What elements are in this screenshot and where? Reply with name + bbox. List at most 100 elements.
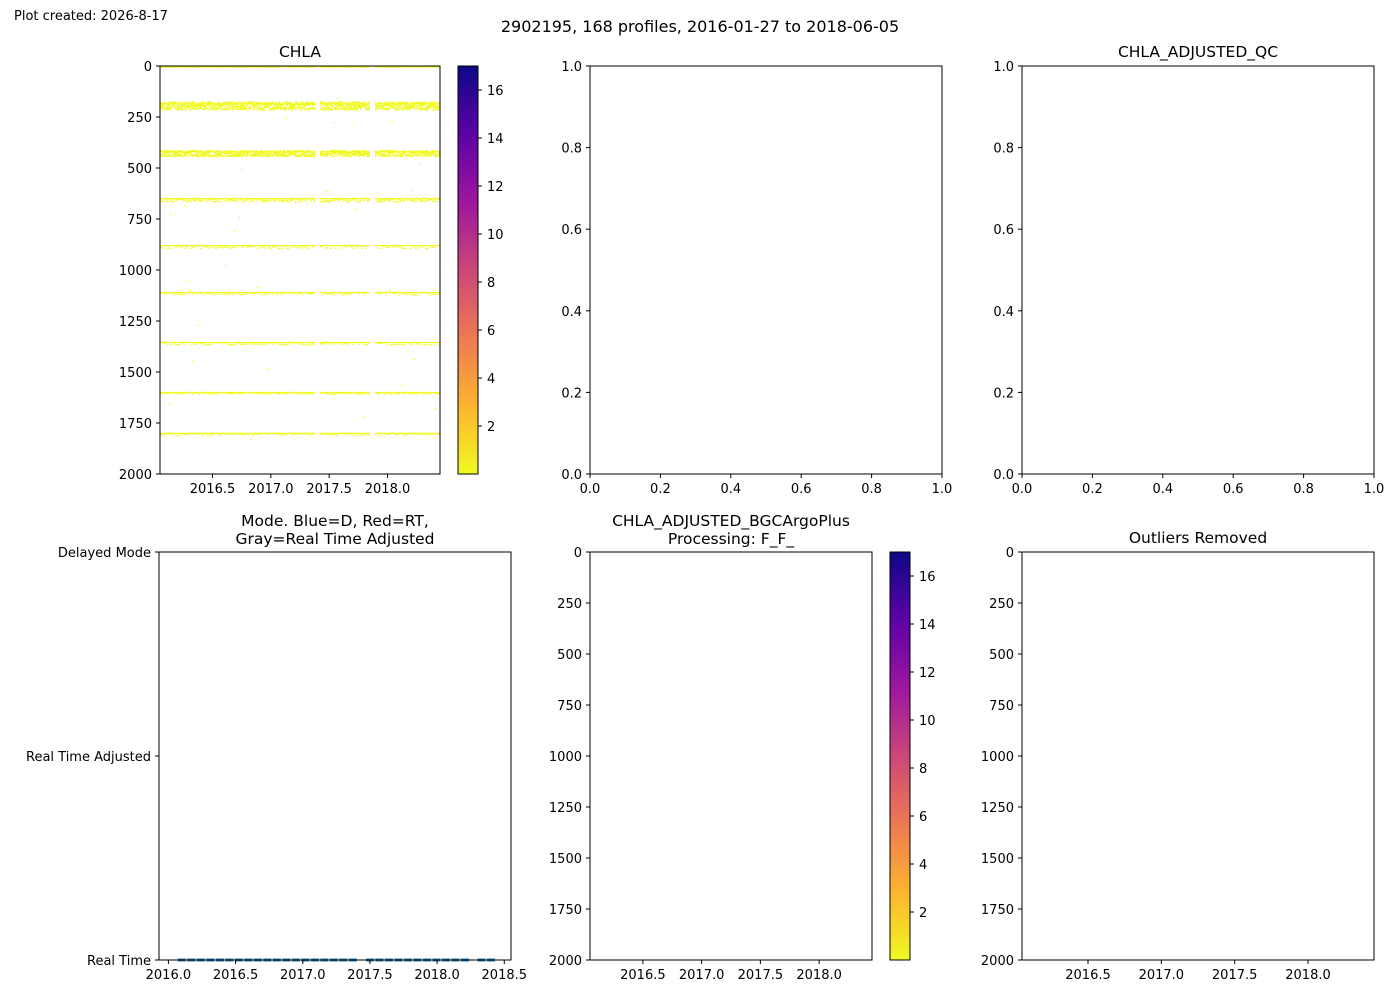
chla-point (323, 392, 325, 394)
chla-point (250, 199, 252, 201)
chla-point (420, 433, 422, 435)
chla-point (331, 150, 334, 153)
chla-point (395, 155, 397, 158)
chla-point (351, 153, 354, 155)
chla-point (251, 393, 254, 395)
chla-point (331, 104, 334, 107)
chla-point (333, 393, 335, 395)
chla-point (205, 155, 207, 157)
chla-point (243, 434, 245, 436)
chla-point (260, 107, 262, 109)
colorbar-tick-label: 14 (487, 132, 504, 147)
chla-point (205, 106, 207, 108)
chla-point (166, 432, 169, 435)
chla-point (258, 198, 260, 200)
chla-point (168, 432, 170, 434)
chla-point (413, 151, 415, 154)
chla-point (266, 151, 269, 153)
chla-point (375, 342, 377, 344)
chla-point (260, 104, 262, 107)
chla-point (365, 344, 367, 346)
colorbar-tick-label: 12 (919, 666, 936, 681)
chla-point (181, 342, 184, 345)
chla-point (353, 106, 355, 108)
chla-point (306, 150, 309, 152)
chla-point (298, 103, 300, 105)
chla-point (258, 152, 260, 155)
chla-point (215, 200, 217, 203)
chla-point (331, 199, 334, 202)
chla-point (356, 105, 359, 108)
chla-point (216, 103, 219, 105)
chla-point (193, 343, 195, 345)
chla-point (188, 105, 190, 107)
chla-point (365, 197, 367, 199)
chla-point (393, 149, 395, 152)
chla-point (178, 155, 180, 157)
x-tick-label: 2017.0 (248, 482, 294, 497)
chla-point (341, 66, 344, 68)
chla-point (216, 107, 219, 109)
chla-point (345, 392, 347, 394)
chla-point (213, 392, 215, 394)
chla-point (325, 199, 327, 202)
chla-point (331, 343, 334, 345)
chla-point (420, 150, 422, 152)
chla-point (265, 342, 267, 344)
chla-point (171, 153, 174, 155)
chla-point (201, 245, 204, 247)
chla-point (410, 107, 412, 109)
chla-point (245, 105, 247, 107)
chla-point (211, 155, 214, 158)
chla-point (333, 149, 335, 152)
chla-point (185, 105, 187, 107)
chla-stray-point (410, 190, 413, 192)
chla-point (186, 151, 189, 153)
chla-point (246, 392, 249, 394)
chla-point (275, 342, 277, 344)
chla-point (381, 66, 384, 68)
chla-point (220, 154, 222, 156)
chla-point (270, 198, 272, 200)
chla-point (403, 66, 405, 68)
chla-point (410, 150, 412, 153)
chla-point (231, 155, 234, 158)
chla-point (393, 106, 395, 108)
chla-point (350, 104, 352, 106)
chla-point (380, 102, 382, 104)
chla-point (240, 107, 242, 110)
chla-point (368, 198, 370, 201)
y-tick-label: 0.6 (561, 223, 582, 238)
chla-point (345, 433, 347, 435)
chla-point (236, 152, 239, 155)
chla-stray-point (423, 197, 426, 199)
chla-point (405, 66, 407, 68)
subplot-chla_adjusted_qc: 0.0 0.2 0.4 0.6 0.8 1.00.00.20.40.60.81.0CHLA… (993, 43, 1384, 497)
chla-point (386, 392, 389, 394)
y-tick-label: 0.0 (993, 468, 1014, 483)
chla-point (323, 155, 325, 157)
chla-point (400, 105, 402, 107)
y-tick-label: 0.8 (561, 142, 582, 157)
chla-point (345, 102, 347, 104)
chla-point (163, 108, 165, 110)
chla-point (195, 200, 197, 203)
chla-point (196, 433, 199, 435)
chla-point (393, 103, 395, 105)
chla-point (310, 244, 312, 246)
chla-point (200, 200, 202, 202)
chla-point (378, 105, 380, 107)
chla-point (381, 200, 384, 202)
chla-point (336, 434, 339, 436)
chla-point (165, 197, 167, 199)
chla-point (416, 433, 419, 435)
chla-point (283, 105, 285, 108)
chla-point (230, 393, 232, 395)
subplot-empty_top_middle: 0.0 0.2 0.4 0.6 0.8 1.00.00.20.40.60.81.0 (561, 60, 952, 497)
chla-point (240, 152, 242, 154)
chla-point (303, 66, 305, 68)
chla-point (278, 107, 280, 109)
chla-point (276, 294, 279, 296)
chla-point (270, 152, 272, 155)
chla-point (323, 151, 325, 153)
